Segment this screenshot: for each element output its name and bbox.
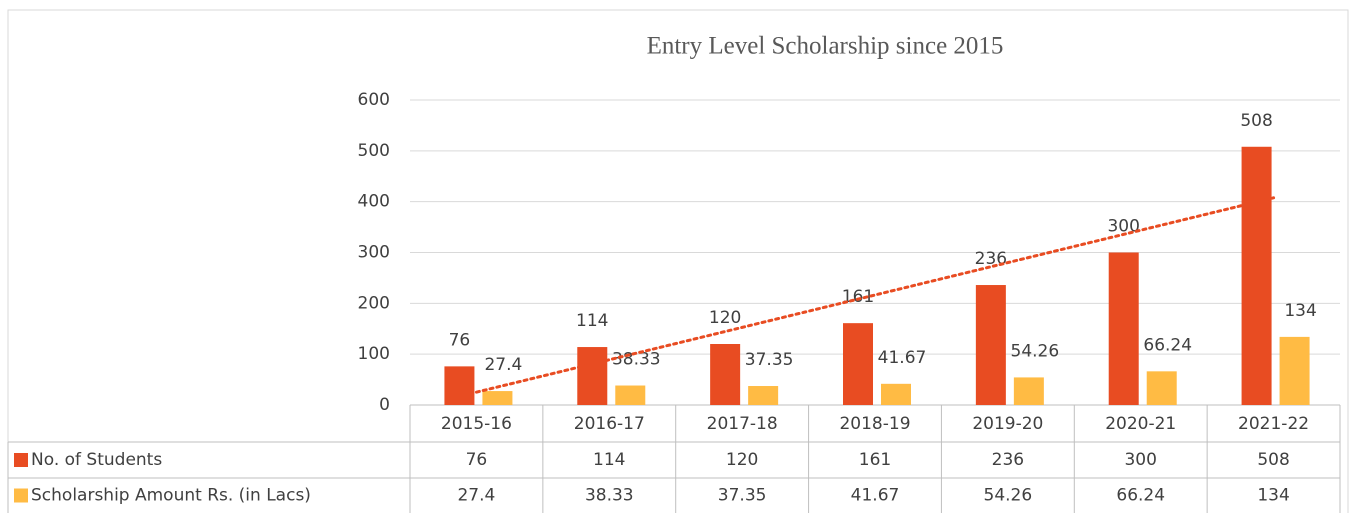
bar: [1241, 146, 1272, 405]
data-label: 76: [449, 330, 471, 350]
bar: [1108, 252, 1139, 405]
data-label: 120: [709, 308, 741, 328]
x-tick-label: 2018-19: [839, 414, 910, 434]
data-label: 114: [576, 311, 608, 331]
table-value: 236: [992, 450, 1024, 470]
legend-label: Scholarship Amount Rs. (in Lacs): [31, 486, 311, 506]
bar: [975, 285, 1006, 405]
data-label: 236: [975, 249, 1007, 269]
legend-label: No. of Students: [31, 450, 162, 470]
legend-swatch: [14, 453, 28, 467]
data-label: 134: [1284, 301, 1316, 321]
bar: [748, 386, 779, 405]
data-label: 161: [842, 287, 874, 307]
x-tick-label: 2020-21: [1105, 414, 1176, 434]
trendline: [474, 196, 1276, 394]
y-tick-label: 300: [358, 243, 390, 263]
table-value: 76: [466, 450, 488, 470]
y-tick-label: 100: [358, 344, 390, 364]
data-label: 66.24: [1143, 335, 1192, 355]
bar: [444, 366, 475, 405]
table-value: 37.35: [718, 486, 767, 506]
bar: [881, 383, 911, 405]
bar: [843, 323, 873, 405]
bar: [1013, 377, 1044, 405]
bar: [1146, 371, 1177, 405]
data-label: 54.26: [1011, 341, 1060, 361]
chart-title: Entry Level Scholarship since 2015: [647, 33, 1004, 60]
table-value: 54.26: [984, 486, 1033, 506]
bar: [577, 347, 608, 405]
data-label: 37.35: [745, 350, 794, 370]
legend-swatch: [14, 488, 28, 503]
y-tick-label: 0: [379, 395, 390, 415]
x-tick-label: 2016-17: [574, 414, 645, 434]
y-tick-label: 200: [358, 293, 390, 313]
table-value: 134: [1257, 486, 1289, 506]
x-tick-label: 2015-16: [441, 414, 512, 434]
table-value: 41.67: [851, 486, 900, 506]
y-tick-label: 400: [358, 192, 390, 212]
table-value: 27.4: [457, 486, 495, 506]
y-tick-label: 600: [358, 90, 390, 110]
data-label: 41.67: [878, 348, 927, 368]
table-value: 114: [593, 450, 625, 470]
table-value: 120: [726, 450, 758, 470]
x-tick-label: 2019-20: [972, 414, 1043, 434]
x-tick-label: 2017-18: [707, 414, 778, 434]
x-tick-label: 2021-22: [1238, 414, 1309, 434]
chart-border: [7, 9, 1349, 513]
data-label: 508: [1240, 111, 1272, 131]
data-label: 38.33: [612, 350, 661, 370]
bar: [482, 391, 513, 405]
table-value: 66.24: [1116, 486, 1165, 506]
data-label: 27.4: [484, 355, 522, 375]
y-tick-label: 500: [358, 141, 390, 161]
bar: [615, 385, 646, 405]
table-value: 161: [859, 450, 891, 470]
bar: [710, 344, 741, 405]
table-value: 508: [1257, 450, 1289, 470]
table-value: 38.33: [585, 486, 634, 506]
bar: [1279, 336, 1310, 405]
table-value: 300: [1124, 450, 1156, 470]
